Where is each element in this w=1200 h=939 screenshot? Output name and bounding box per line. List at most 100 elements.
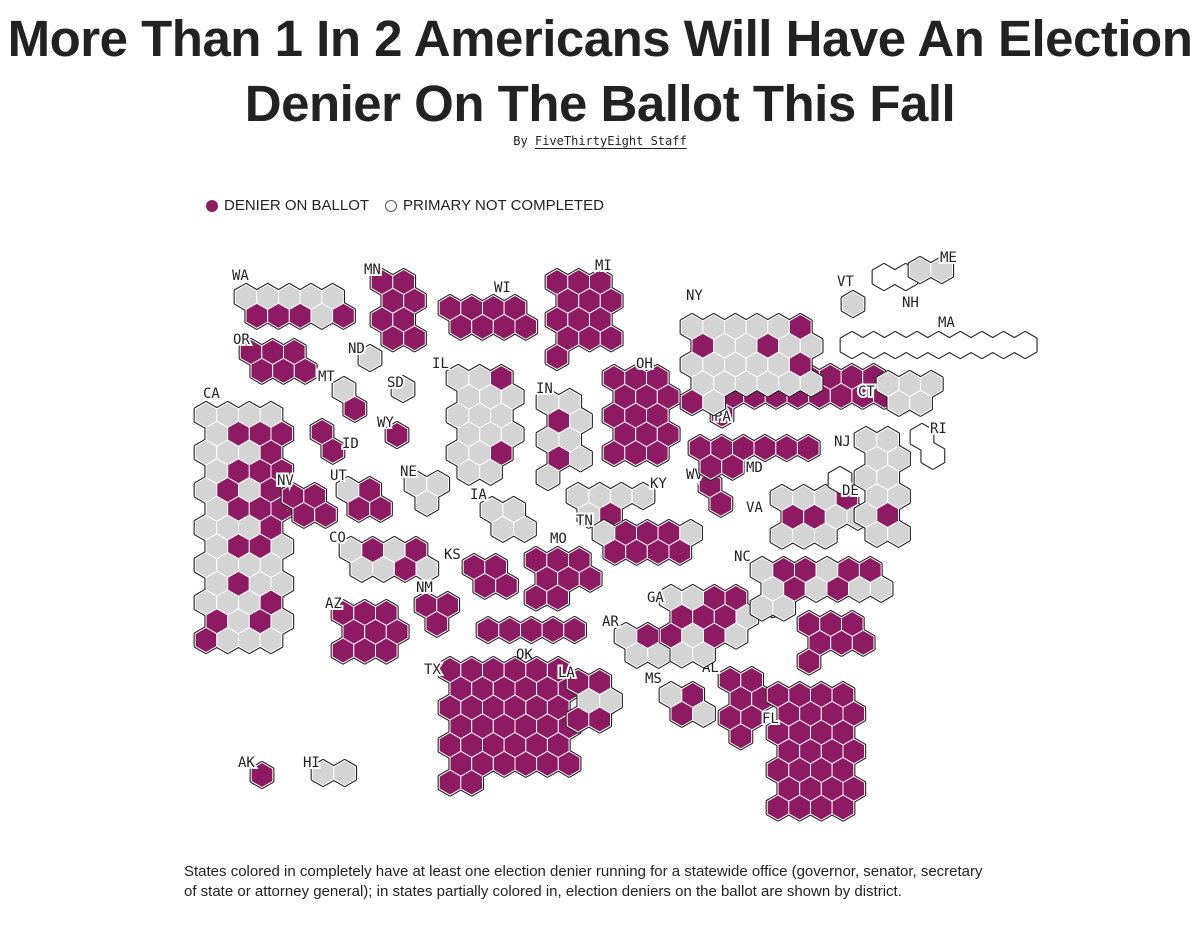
- district-hex[interactable]: [415, 555, 439, 582]
- district-hex[interactable]: [796, 434, 820, 462]
- state-ks[interactable]: KS: [442, 545, 519, 600]
- district-hex[interactable]: [599, 325, 623, 352]
- district-hex[interactable]: [709, 490, 733, 517]
- district-hex[interactable]: [293, 357, 317, 384]
- district-hex[interactable]: [557, 750, 581, 777]
- state-de[interactable]: DE: [827, 465, 861, 501]
- state-ca[interactable]: CA: [193, 384, 295, 655]
- district-hex[interactable]: [930, 256, 953, 284]
- district-hex[interactable]: [828, 466, 852, 494]
- district-hex[interactable]: [479, 458, 502, 485]
- state-ny[interactable]: NY: [679, 286, 824, 417]
- district-hex[interactable]: [425, 610, 449, 637]
- district-hex[interactable]: [578, 565, 602, 592]
- district-hex[interactable]: [358, 344, 382, 372]
- state-md[interactable]: MD: [687, 433, 821, 481]
- district-hex[interactable]: [851, 629, 875, 656]
- state-oh[interactable]: OH: [601, 354, 681, 468]
- district-hex[interactable]: [729, 723, 753, 750]
- district-hex[interactable]: [333, 759, 356, 787]
- district-hex[interactable]: [321, 437, 345, 464]
- district-hex[interactable]: [921, 442, 945, 469]
- state-wi[interactable]: WI: [437, 278, 539, 341]
- state-la[interactable]: LA: [556, 663, 623, 734]
- district-hex[interactable]: [460, 769, 483, 796]
- state-ga[interactable]: GA: [645, 583, 760, 669]
- state-wa[interactable]: WA: [230, 266, 356, 330]
- district-hex[interactable]: [391, 375, 415, 403]
- state-il[interactable]: IL: [430, 354, 525, 486]
- state-vt[interactable]: VT: [835, 272, 866, 319]
- district-hex[interactable]: [692, 641, 715, 668]
- district-hex[interactable]: [569, 445, 592, 472]
- district-hex[interactable]: [814, 522, 837, 549]
- state-in[interactable]: IN: [534, 379, 593, 492]
- district-hex[interactable]: [772, 594, 795, 621]
- state-mt[interactable]: MT: [316, 367, 368, 423]
- state-ne[interactable]: NE: [398, 462, 451, 517]
- state-me[interactable]: ME: [907, 248, 959, 285]
- district-hex[interactable]: [375, 637, 398, 664]
- district-hex[interactable]: [692, 700, 715, 727]
- state-wy[interactable]: WY: [375, 413, 410, 450]
- state-ms[interactable]: MS: [643, 669, 716, 728]
- state-mo[interactable]: MO: [523, 529, 603, 612]
- state-nc[interactable]: NC: [732, 547, 894, 622]
- state-mi[interactable]: MI: [544, 256, 624, 372]
- district-hex[interactable]: [250, 761, 274, 789]
- district-hex[interactable]: [721, 453, 744, 480]
- district-hex[interactable]: [259, 626, 283, 654]
- district-hex[interactable]: [513, 515, 536, 542]
- state-mn[interactable]: MN: [362, 260, 427, 353]
- state-ok[interactable]: OK: [475, 615, 588, 665]
- district-hex[interactable]: [797, 648, 821, 675]
- district-hex[interactable]: [869, 575, 893, 602]
- state-sd[interactable]: SD: [385, 373, 416, 404]
- state-nd[interactable]: ND: [346, 339, 383, 373]
- district-hex[interactable]: [887, 520, 910, 547]
- state-id[interactable]: ID: [309, 417, 361, 465]
- district-hex[interactable]: [631, 482, 655, 510]
- district-hex[interactable]: [369, 495, 392, 522]
- district-hex[interactable]: [343, 395, 367, 422]
- district-hex[interactable]: [702, 388, 725, 416]
- district-hex[interactable]: [646, 439, 669, 467]
- state-co[interactable]: CO: [327, 528, 440, 583]
- state-ia[interactable]: IA: [468, 485, 537, 543]
- state-or[interactable]: OR: [231, 330, 318, 385]
- state-ut[interactable]: UT: [328, 466, 393, 523]
- district-hex[interactable]: [831, 794, 855, 821]
- district-hex[interactable]: [332, 302, 355, 329]
- state-sc[interactable]: SC: [767, 604, 876, 676]
- district-hex[interactable]: [314, 501, 337, 528]
- state-az[interactable]: AZ: [323, 594, 410, 665]
- district-hex[interactable]: [495, 572, 518, 599]
- district-hex[interactable]: [514, 313, 538, 340]
- byline-author-link[interactable]: FiveThirtyEight Staff: [534, 134, 687, 148]
- state-nm[interactable]: NM: [413, 578, 461, 638]
- district-hex[interactable]: [385, 421, 409, 449]
- state-ct[interactable]: CT: [856, 369, 944, 417]
- state-tn[interactable]: TN: [574, 511, 704, 566]
- district-hex[interactable]: [545, 343, 569, 371]
- state-fl[interactable]: FL: [760, 680, 867, 822]
- district-hex[interactable]: [588, 706, 611, 733]
- district-hex[interactable]: [841, 290, 865, 318]
- district-hex[interactable]: [563, 616, 586, 644]
- state-tx[interactable]: TX: [422, 655, 582, 797]
- district-hex[interactable]: [1013, 331, 1037, 359]
- state-ma[interactable]: MA: [839, 313, 1038, 360]
- state-ak[interactable]: AK: [236, 753, 275, 790]
- district-hex[interactable]: [668, 538, 692, 565]
- district-hex[interactable]: [909, 389, 932, 416]
- state-al[interactable]: AL: [700, 658, 775, 751]
- state-ri[interactable]: RI: [909, 419, 949, 470]
- state-hi[interactable]: HI: [301, 753, 358, 788]
- state-nj[interactable]: NJ: [832, 425, 911, 548]
- state-nv[interactable]: NV: [275, 471, 338, 529]
- state-wv[interactable]: WV: [684, 465, 734, 518]
- district-hex[interactable]: [415, 489, 439, 516]
- state-ky[interactable]: KY: [565, 474, 669, 529]
- district-hex[interactable]: [403, 325, 426, 352]
- district-hex[interactable]: [799, 370, 823, 397]
